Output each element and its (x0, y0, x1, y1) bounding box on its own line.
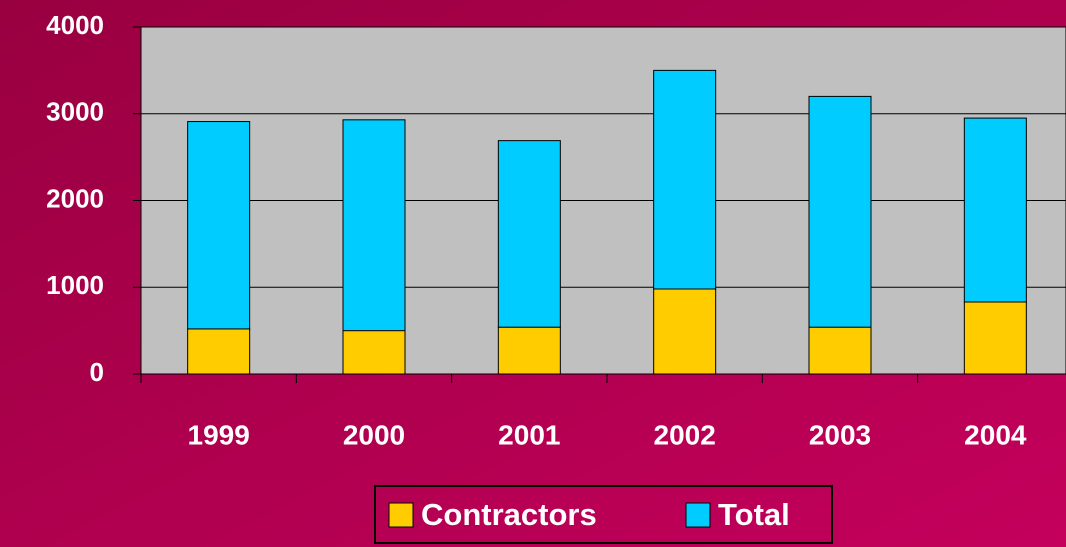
legend-box (374, 485, 833, 544)
bar-segment (342, 330, 406, 375)
bar-segment (342, 119, 406, 332)
x-tick-label: 2002 (654, 419, 716, 450)
x-tick-label: 2001 (498, 419, 560, 450)
bar-segment (808, 95, 872, 328)
y-tick-label: 2000 (46, 183, 104, 213)
bar-segment (653, 69, 717, 290)
x-tick-label: 2000 (343, 419, 405, 450)
legend-label: Total (718, 497, 790, 532)
bar-segment (963, 301, 1027, 375)
bar-segment (187, 121, 251, 330)
x-tick-label: 1999 (188, 419, 250, 450)
legend-label: Contractors (421, 497, 597, 532)
x-tick-label: 2004 (964, 419, 1027, 450)
legend-swatch (685, 502, 711, 528)
bar-segment (497, 326, 561, 375)
bar-segment (497, 140, 561, 328)
y-tick-label: 4000 (46, 10, 104, 40)
y-tick-label: 3000 (46, 97, 104, 127)
bar-segment (653, 288, 717, 375)
x-tick-label: 2003 (809, 419, 871, 450)
bar-segment (187, 328, 251, 375)
bar-segment (808, 326, 872, 375)
y-tick-label: 0 (90, 357, 104, 387)
y-tick-label: 1000 (46, 270, 104, 300)
legend-swatch (388, 502, 414, 528)
bar-segment (963, 117, 1027, 303)
